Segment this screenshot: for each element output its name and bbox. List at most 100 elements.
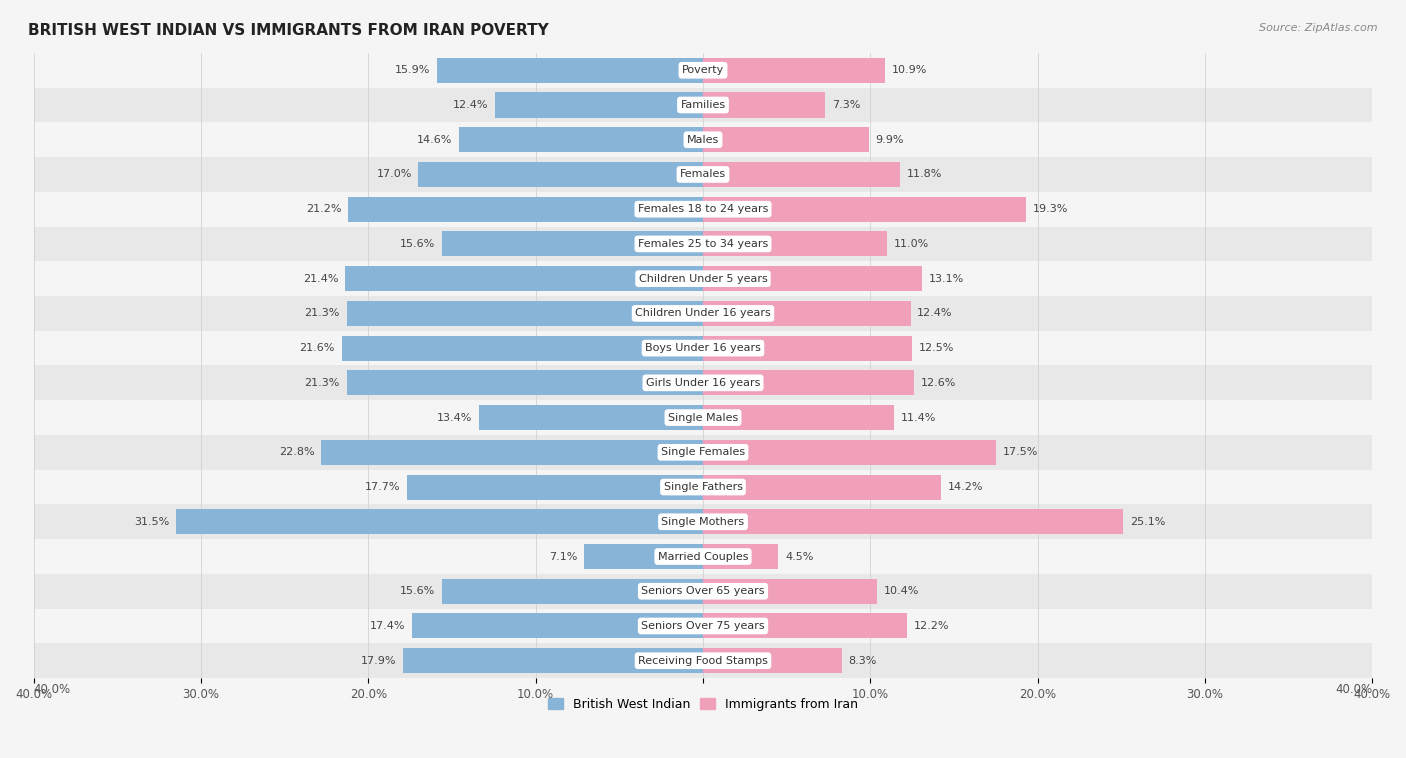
Bar: [349, 196, 703, 221]
Text: 31.5%: 31.5%: [134, 517, 169, 527]
Text: Source: ZipAtlas.com: Source: ZipAtlas.com: [1260, 23, 1378, 33]
Text: Males: Males: [688, 135, 718, 145]
Bar: [703, 509, 1123, 534]
Text: 22.8%: 22.8%: [280, 447, 315, 457]
Text: Females 25 to 34 years: Females 25 to 34 years: [638, 239, 768, 249]
Text: 15.6%: 15.6%: [399, 586, 436, 597]
Text: 14.6%: 14.6%: [416, 135, 451, 145]
Bar: [703, 58, 886, 83]
Bar: [703, 336, 912, 361]
Text: Children Under 5 years: Children Under 5 years: [638, 274, 768, 283]
Text: 21.3%: 21.3%: [305, 309, 340, 318]
Bar: [703, 613, 907, 638]
Bar: [34, 400, 1372, 435]
Text: 17.7%: 17.7%: [364, 482, 401, 492]
Bar: [703, 405, 894, 430]
Bar: [703, 544, 779, 569]
Text: 11.0%: 11.0%: [894, 239, 929, 249]
Text: 13.1%: 13.1%: [929, 274, 965, 283]
Text: 17.9%: 17.9%: [361, 656, 396, 666]
Bar: [703, 579, 877, 604]
Bar: [703, 127, 869, 152]
Text: Receiving Food Stamps: Receiving Food Stamps: [638, 656, 768, 666]
Bar: [34, 539, 1372, 574]
Text: 7.3%: 7.3%: [832, 100, 860, 110]
Bar: [346, 301, 703, 326]
Bar: [34, 504, 1372, 539]
Text: 12.5%: 12.5%: [920, 343, 955, 353]
Text: Boys Under 16 years: Boys Under 16 years: [645, 343, 761, 353]
Bar: [406, 475, 703, 500]
Bar: [34, 574, 1372, 609]
Text: 15.6%: 15.6%: [399, 239, 436, 249]
Bar: [703, 231, 887, 256]
Text: Families: Families: [681, 100, 725, 110]
Text: Seniors Over 75 years: Seniors Over 75 years: [641, 621, 765, 631]
Text: 14.2%: 14.2%: [948, 482, 983, 492]
Bar: [495, 92, 703, 117]
Bar: [34, 262, 1372, 296]
Text: 12.4%: 12.4%: [453, 100, 489, 110]
Bar: [34, 53, 1372, 88]
Text: Single Females: Single Females: [661, 447, 745, 457]
Bar: [404, 648, 703, 673]
Text: 21.2%: 21.2%: [307, 204, 342, 215]
Text: 12.6%: 12.6%: [921, 377, 956, 388]
Bar: [342, 336, 703, 361]
Text: 21.4%: 21.4%: [302, 274, 339, 283]
Bar: [703, 648, 842, 673]
Text: 12.4%: 12.4%: [917, 309, 953, 318]
Bar: [478, 405, 703, 430]
Bar: [34, 227, 1372, 262]
Bar: [703, 475, 941, 500]
Bar: [34, 122, 1372, 157]
Text: 40.0%: 40.0%: [1336, 683, 1372, 697]
Text: 40.0%: 40.0%: [34, 683, 70, 697]
Bar: [34, 88, 1372, 122]
Text: 12.2%: 12.2%: [914, 621, 949, 631]
Text: Poverty: Poverty: [682, 65, 724, 75]
Bar: [703, 301, 911, 326]
Text: Single Fathers: Single Fathers: [664, 482, 742, 492]
Text: Females: Females: [681, 170, 725, 180]
Text: 10.4%: 10.4%: [884, 586, 920, 597]
Bar: [703, 162, 900, 187]
Bar: [34, 330, 1372, 365]
Text: 17.4%: 17.4%: [370, 621, 405, 631]
Bar: [703, 266, 922, 291]
Text: 11.8%: 11.8%: [907, 170, 942, 180]
Bar: [34, 609, 1372, 644]
Text: 11.4%: 11.4%: [900, 412, 936, 422]
Text: Married Couples: Married Couples: [658, 552, 748, 562]
Bar: [344, 266, 703, 291]
Legend: British West Indian, Immigrants from Iran: British West Indian, Immigrants from Ira…: [543, 693, 863, 716]
Text: BRITISH WEST INDIAN VS IMMIGRANTS FROM IRAN POVERTY: BRITISH WEST INDIAN VS IMMIGRANTS FROM I…: [28, 23, 548, 38]
Text: Girls Under 16 years: Girls Under 16 years: [645, 377, 761, 388]
Text: 25.1%: 25.1%: [1130, 517, 1166, 527]
Text: Single Mothers: Single Mothers: [661, 517, 745, 527]
Text: 21.6%: 21.6%: [299, 343, 335, 353]
Bar: [441, 579, 703, 604]
Bar: [34, 365, 1372, 400]
Bar: [703, 371, 914, 396]
Bar: [703, 440, 995, 465]
Text: 21.3%: 21.3%: [305, 377, 340, 388]
Text: 8.3%: 8.3%: [849, 656, 877, 666]
Text: 10.9%: 10.9%: [893, 65, 928, 75]
Bar: [34, 435, 1372, 470]
Bar: [703, 92, 825, 117]
Text: 7.1%: 7.1%: [550, 552, 578, 562]
Bar: [441, 231, 703, 256]
Text: Single Males: Single Males: [668, 412, 738, 422]
Text: 13.4%: 13.4%: [437, 412, 472, 422]
Bar: [34, 192, 1372, 227]
Bar: [34, 470, 1372, 504]
Text: 17.5%: 17.5%: [1002, 447, 1038, 457]
Text: 19.3%: 19.3%: [1032, 204, 1069, 215]
Text: Seniors Over 65 years: Seniors Over 65 years: [641, 586, 765, 597]
Bar: [437, 58, 703, 83]
Text: 4.5%: 4.5%: [785, 552, 814, 562]
Text: Children Under 16 years: Children Under 16 years: [636, 309, 770, 318]
Bar: [583, 544, 703, 569]
Bar: [412, 613, 703, 638]
